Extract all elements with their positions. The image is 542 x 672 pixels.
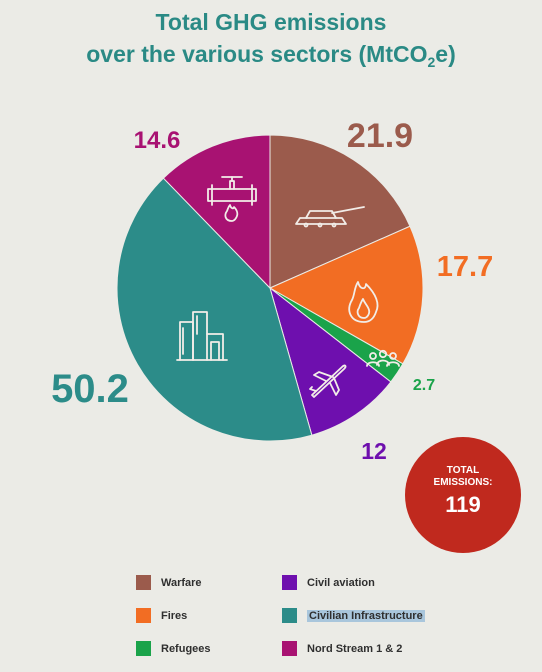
- legend-item-refugees: Refugees: [136, 641, 211, 656]
- title-line-1: Total GHG emissions: [155, 9, 387, 35]
- legend-swatch: [282, 575, 297, 590]
- value-labels: 21.9 17.7 2.7 12 50.2 14.6: [51, 117, 493, 464]
- legend-item-civil-aviation: Civil aviation: [282, 575, 375, 590]
- title-line-2-text: over the various sectors (MtCO: [86, 41, 428, 67]
- buildings-icon: [176, 311, 228, 361]
- legend-item-fires: Fires: [136, 608, 187, 623]
- pie-slice-nord-stream-1-2: [162, 134, 271, 290]
- total-emissions-badge: TOTAL EMISSIONS: 119: [405, 437, 521, 553]
- legend: Warfare Civil aviation Fires Civilian Infra…: [136, 570, 456, 666]
- legend-swatch: [282, 641, 297, 656]
- legend-label: Nord Stream 1 & 2: [307, 642, 403, 655]
- pie-slice-civil-aviation: [269, 286, 392, 436]
- value-label-civil-aviation: 12: [361, 438, 387, 464]
- chart-title: Total GHG emissions over the various sec…: [0, 6, 542, 78]
- legend-label: Civilian Infrastructure: [307, 609, 425, 622]
- flame-icon: [348, 281, 379, 323]
- total-label: TOTAL EMISSIONS:: [405, 465, 521, 489]
- legend-swatch: [136, 608, 151, 623]
- title-subscript: 2: [427, 54, 436, 70]
- pie-slice-fires: [268, 225, 424, 365]
- value-label-refugees: 2.7: [413, 377, 435, 394]
- legend-label: Civil aviation: [307, 576, 375, 589]
- pie-chart: 21.9 17.7 2.7 12 50.2 14.6: [51, 117, 493, 464]
- total-label-line-1: TOTAL: [446, 465, 480, 476]
- title-line-2: over the various sectors (MtCO2e): [0, 38, 542, 78]
- legend-swatch: [136, 641, 151, 656]
- legend-item-civilian-infrastructure: Civilian Infrastructure: [282, 608, 425, 623]
- value-label-civilian-infrastructure: 50.2: [51, 367, 129, 411]
- pie-slices: [116, 134, 424, 442]
- title-line-2-end: e): [435, 41, 456, 67]
- legend-swatch: [282, 608, 297, 623]
- pipeline-icon: [207, 176, 257, 222]
- legend-label: Warfare: [161, 576, 202, 589]
- value-label-warfare: 21.9: [347, 117, 413, 155]
- legend-label: Fires: [161, 609, 188, 622]
- total-value: 119: [445, 492, 481, 517]
- people-icon: [366, 349, 400, 367]
- total-label-line-2: EMISSIONS:: [433, 477, 493, 488]
- value-label-fires: 17.7: [437, 251, 493, 283]
- legend-swatch: [136, 575, 151, 590]
- legend-item-nord-stream-1-2: Nord Stream 1 & 2: [282, 641, 402, 656]
- airplane-icon: [309, 364, 347, 398]
- tank-icon: [295, 206, 365, 228]
- value-label-nord-stream-1-2: 14.6: [134, 127, 181, 154]
- slice-icons: [176, 176, 400, 398]
- pie-slice-civilian-infrastructure: [116, 177, 313, 442]
- legend-label: Refugees: [161, 642, 211, 655]
- legend-item-warfare: Warfare: [136, 575, 202, 590]
